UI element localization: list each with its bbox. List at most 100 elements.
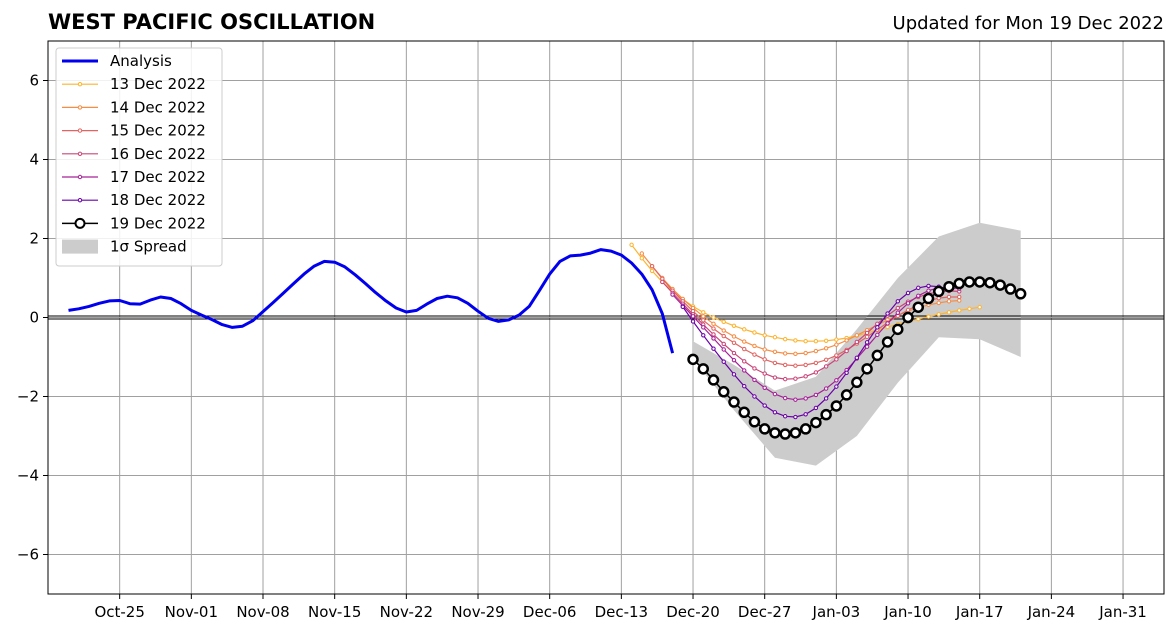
forecast-point bbox=[793, 397, 798, 402]
forecast-point bbox=[728, 396, 740, 408]
forecast-point bbox=[779, 428, 791, 440]
forecast-point bbox=[789, 427, 802, 439]
forecast-point bbox=[875, 332, 880, 338]
forecast-point bbox=[813, 360, 819, 366]
forecast-point bbox=[905, 307, 911, 313]
forecast-point bbox=[803, 339, 808, 344]
forecast-point bbox=[946, 299, 952, 304]
legend-marker bbox=[74, 217, 86, 229]
forecast-point bbox=[711, 326, 716, 331]
forecast-point bbox=[813, 339, 819, 344]
legend-marker bbox=[77, 198, 83, 203]
forecast-point bbox=[984, 276, 996, 289]
forecast-point bbox=[994, 279, 1006, 291]
legend-entry: 19 Dec 2022 bbox=[62, 214, 206, 232]
forecast-point bbox=[895, 299, 900, 304]
forecast-point bbox=[731, 350, 737, 356]
forecast-point bbox=[772, 410, 778, 415]
forecast-point bbox=[782, 337, 788, 342]
legend-label: 15 Dec 2022 bbox=[110, 122, 206, 140]
legend-label: 13 Dec 2022 bbox=[110, 75, 206, 93]
x-tick-label: Nov-15 bbox=[308, 603, 361, 621]
zero-line-layer bbox=[48, 315, 1164, 320]
forecast-point bbox=[803, 396, 808, 401]
forecast-point bbox=[772, 335, 778, 340]
forecast-point bbox=[936, 300, 941, 306]
legend: Analysis 13 Dec 2022 14 Dec 2022 15 Dec 202… bbox=[55, 47, 223, 267]
forecast-point bbox=[701, 318, 706, 323]
legend-entry: 16 Dec 2022 bbox=[62, 145, 206, 163]
forecast-point bbox=[742, 384, 747, 389]
forecast-point bbox=[721, 333, 726, 339]
legend-entry: 15 Dec 2022 bbox=[62, 122, 206, 140]
forecast-point bbox=[885, 311, 890, 316]
forecast-point bbox=[752, 394, 757, 399]
forecast-point bbox=[752, 352, 757, 357]
forecast-point bbox=[813, 370, 819, 375]
forecast-point bbox=[834, 378, 839, 383]
forecast-point bbox=[881, 336, 894, 348]
forecast-point bbox=[834, 353, 839, 358]
y-tick-label: −2 bbox=[17, 388, 39, 406]
forecast-point bbox=[793, 338, 798, 343]
forecast-point bbox=[803, 362, 808, 368]
forecast-point bbox=[851, 376, 863, 389]
forecast-point bbox=[916, 285, 921, 291]
forecast-point bbox=[943, 280, 955, 293]
forecast-point bbox=[782, 395, 788, 401]
legend-swatch bbox=[62, 239, 98, 254]
forecast-point bbox=[762, 371, 767, 376]
forecast-point bbox=[687, 353, 699, 366]
forecast-point bbox=[854, 333, 860, 338]
legend-marker bbox=[77, 105, 83, 110]
y-tick-label: 0 bbox=[29, 309, 39, 327]
forecast-point bbox=[967, 306, 972, 312]
forecast-point bbox=[803, 412, 808, 417]
forecast-point bbox=[639, 256, 645, 261]
forecast-point bbox=[823, 346, 829, 351]
forecast-point bbox=[731, 372, 737, 377]
forecast-point bbox=[762, 385, 767, 391]
forecast-point bbox=[902, 311, 914, 324]
forecast-point bbox=[922, 292, 935, 305]
forecast-point bbox=[772, 360, 778, 366]
forecast-point bbox=[803, 374, 808, 379]
forecast-point bbox=[782, 351, 788, 356]
forecast-point bbox=[793, 351, 798, 357]
forecast-point bbox=[871, 349, 884, 362]
legend-entry: 18 Dec 2022 bbox=[62, 191, 206, 209]
forecast-point bbox=[758, 423, 771, 435]
forecast-point bbox=[793, 363, 798, 368]
forecast-point bbox=[813, 405, 819, 411]
forecast-point bbox=[707, 374, 720, 386]
forecast-point bbox=[670, 292, 675, 297]
forecast-point bbox=[823, 396, 829, 401]
forecast-point bbox=[629, 242, 634, 248]
forecast-point bbox=[660, 279, 665, 285]
legend-marker bbox=[77, 174, 83, 180]
forecast-point bbox=[731, 340, 737, 345]
forecast-point bbox=[803, 350, 808, 356]
forecast-point bbox=[762, 347, 767, 352]
legend-label: 18 Dec 2022 bbox=[110, 191, 206, 209]
forecast-point bbox=[772, 349, 778, 355]
forecast-point bbox=[823, 386, 829, 391]
forecast-point bbox=[854, 355, 860, 360]
forecast-point bbox=[823, 338, 829, 344]
forecast-point bbox=[690, 314, 696, 319]
forecast-point bbox=[916, 293, 921, 298]
forecast-point bbox=[844, 370, 849, 375]
forecast-point bbox=[840, 389, 853, 401]
legend-label: 14 Dec 2022 bbox=[110, 98, 206, 116]
forecast-point bbox=[885, 324, 890, 330]
legend-label: 19 Dec 2022 bbox=[110, 214, 206, 232]
chart-title: WEST PACIFIC OSCILLATION bbox=[48, 10, 375, 34]
x-tick-label: Nov-01 bbox=[165, 603, 218, 621]
x-tick-label: Dec-06 bbox=[523, 603, 577, 621]
forecast-point bbox=[793, 376, 798, 381]
forecast-point bbox=[864, 340, 870, 345]
forecast-point bbox=[957, 308, 962, 313]
x-tick-label: Dec-27 bbox=[738, 603, 792, 621]
x-tick-label: Jan-03 bbox=[812, 603, 861, 621]
